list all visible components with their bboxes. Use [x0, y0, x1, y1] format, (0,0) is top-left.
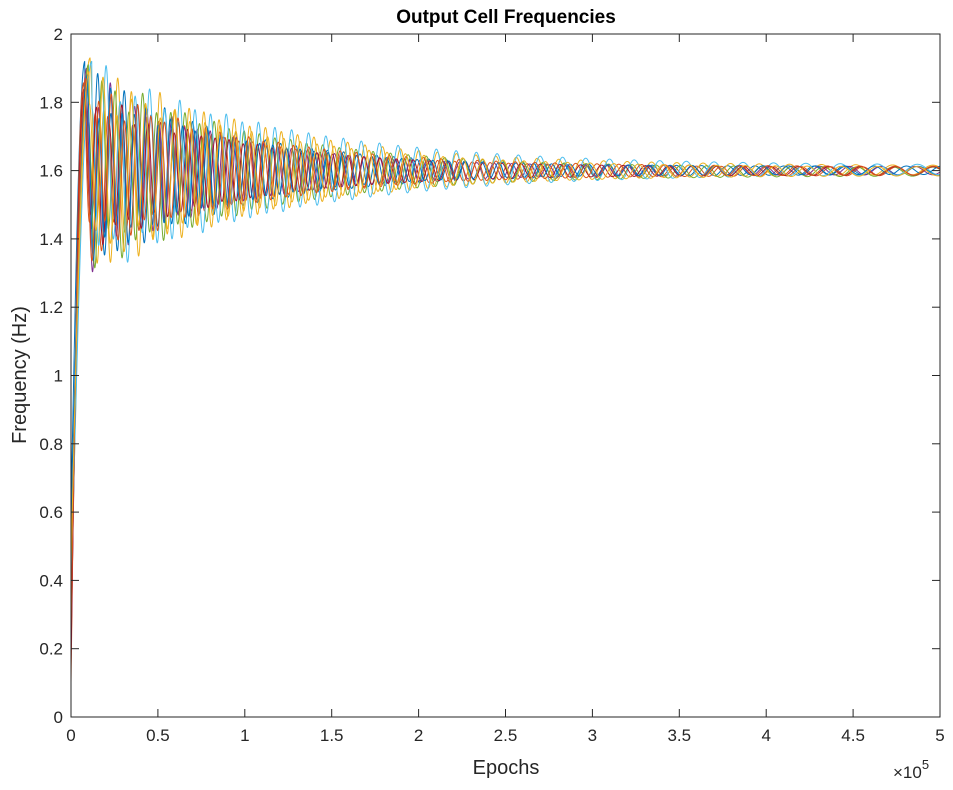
series-line-7 [70, 88, 941, 666]
x-tick-label: 3.5 [667, 726, 691, 745]
x-tick-label: 0 [66, 726, 75, 745]
x-axis-exponent-base: ×10 [893, 763, 922, 782]
axes: 0 0.5 1 1.5 2 2.5 3 3.5 4 4.5 5 0 0.2 0.4 0.6 0.8 1 1.2 1.… [39, 25, 944, 745]
x-axis-exponent: ×105 [893, 757, 929, 782]
y-tick-label: 0.8 [39, 435, 63, 454]
y-tick-label: 1.4 [39, 230, 63, 249]
y-tick-label: 1.2 [39, 298, 63, 317]
x-axis-exponent-power: 5 [922, 757, 929, 772]
y-tick-label: 2 [54, 25, 63, 44]
series-layer [70, 57, 941, 683]
x-tick-label: 2.5 [494, 726, 518, 745]
x-tick-label: 4 [761, 726, 770, 745]
y-tick-label: 1.8 [39, 93, 63, 112]
y-tick-label: 0.4 [39, 571, 63, 590]
y-tick-label: 0.6 [39, 503, 63, 522]
x-tick-label: 2 [414, 726, 423, 745]
chart-title: Output Cell Frequencies [396, 7, 616, 28]
y-tick-label: 0 [54, 708, 63, 727]
y-tick-label: 1 [54, 367, 63, 386]
x-tick-label: 4.5 [841, 726, 865, 745]
x-axis-label: Epochs [473, 757, 540, 779]
x-tick-label: 5 [935, 726, 944, 745]
series-line-10 [70, 71, 941, 564]
x-tick-label: 1.5 [320, 726, 344, 745]
y-axis-label: Frequency (Hz) [9, 306, 31, 444]
x-tick-label: 0.5 [146, 726, 170, 745]
y-tick-label: 0.2 [39, 640, 63, 659]
y-tick-label: 1.6 [39, 162, 63, 181]
x-tick-label: 3 [588, 726, 597, 745]
series-line-8 [70, 74, 941, 547]
plot-area [71, 34, 940, 717]
x-tick-label: 1 [240, 726, 249, 745]
